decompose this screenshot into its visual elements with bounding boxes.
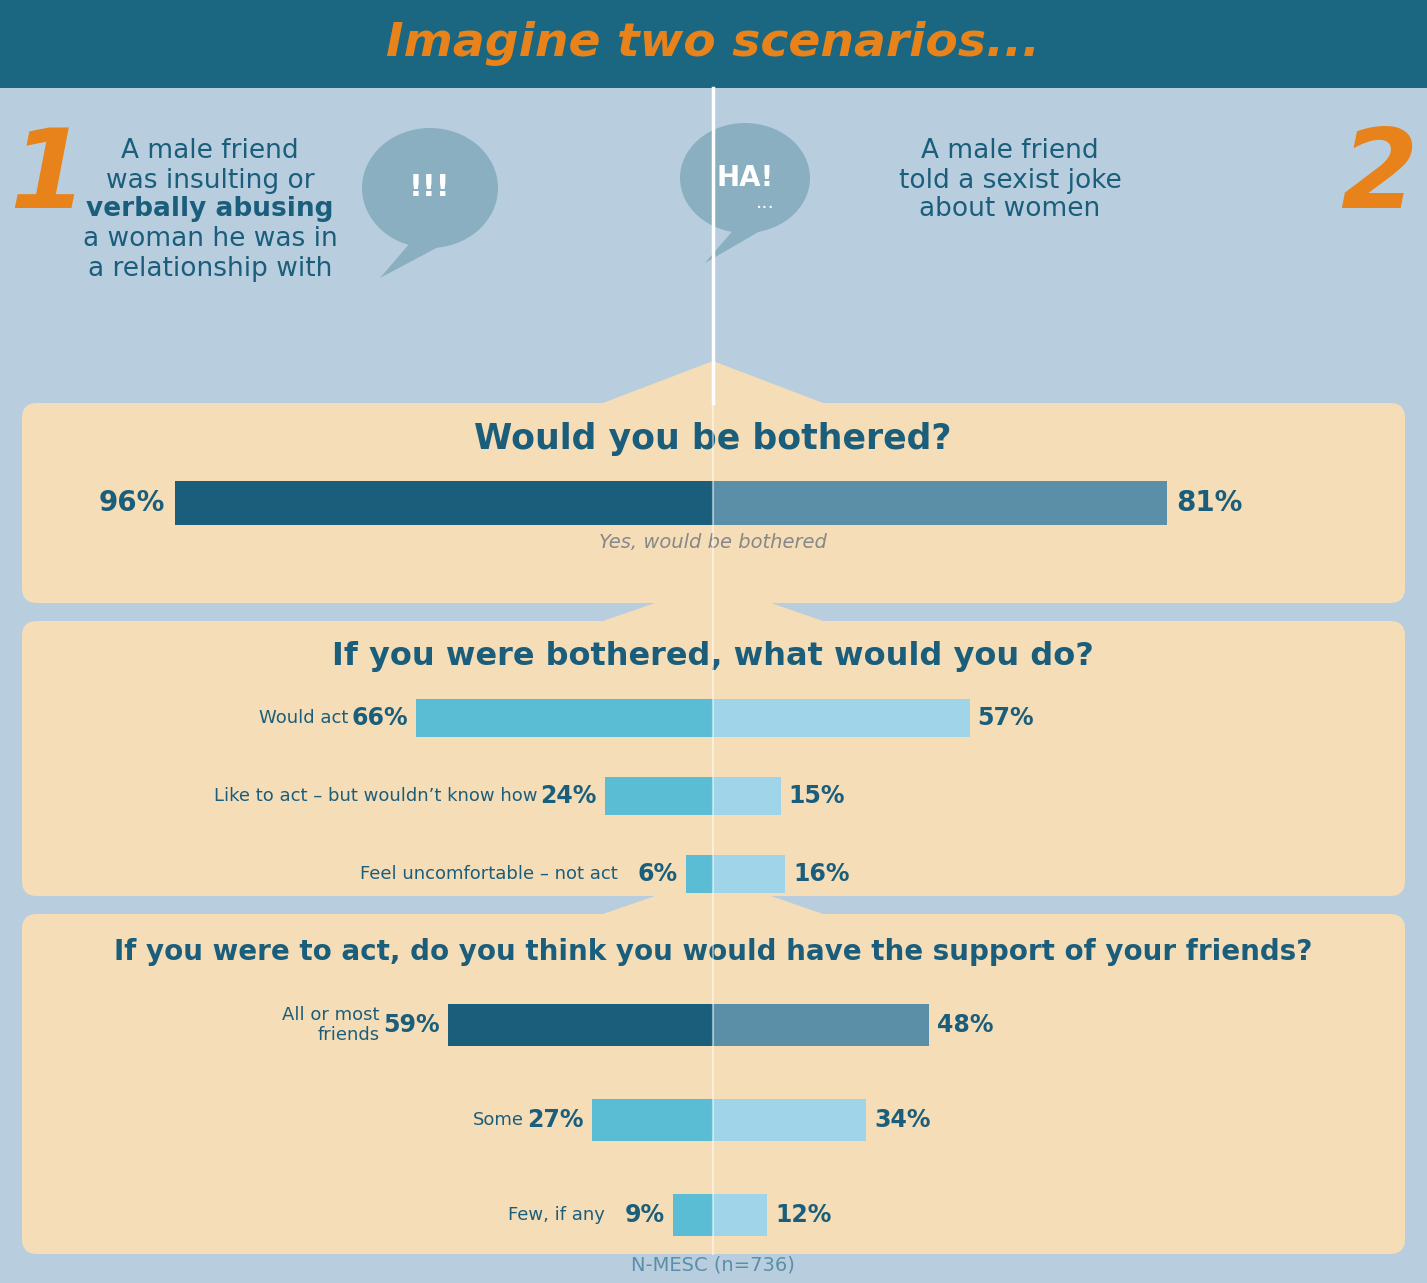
Bar xyxy=(176,481,714,525)
Text: Few, if any: Few, if any xyxy=(508,1206,605,1224)
Text: 66%: 66% xyxy=(351,706,408,730)
Text: 27%: 27% xyxy=(527,1109,584,1132)
Text: All or most
friends: All or most friends xyxy=(283,1006,380,1044)
Text: Some: Some xyxy=(472,1111,524,1129)
Polygon shape xyxy=(604,876,823,913)
Bar xyxy=(714,1194,766,1236)
Text: 9%: 9% xyxy=(625,1203,665,1227)
Text: Yes, would be bothered: Yes, would be bothered xyxy=(599,534,826,553)
Text: 6%: 6% xyxy=(638,862,678,887)
Text: about women: about women xyxy=(919,196,1100,222)
Text: 12%: 12% xyxy=(775,1203,832,1227)
Text: verbally abusing: verbally abusing xyxy=(86,196,334,222)
Text: A male friend: A male friend xyxy=(121,139,298,164)
Bar xyxy=(714,854,785,893)
Ellipse shape xyxy=(362,128,498,248)
Text: 81%: 81% xyxy=(1177,489,1243,517)
FancyBboxPatch shape xyxy=(21,403,1406,603)
Bar xyxy=(714,481,1167,525)
Bar xyxy=(448,1005,714,1046)
Text: 2: 2 xyxy=(1340,124,1417,231)
Text: HA!: HA! xyxy=(716,164,773,192)
Text: 1: 1 xyxy=(10,124,87,231)
Text: Imagine two scenarios...: Imagine two scenarios... xyxy=(385,22,1040,67)
Bar xyxy=(714,1100,866,1141)
Text: A male friend: A male friend xyxy=(922,139,1099,164)
Text: 96%: 96% xyxy=(98,489,166,517)
Text: Would act: Would act xyxy=(258,709,348,727)
Text: 16%: 16% xyxy=(793,862,849,887)
Text: 15%: 15% xyxy=(789,784,845,808)
Text: If you were bothered, what would you do?: If you were bothered, what would you do? xyxy=(332,642,1095,672)
Text: ...: ... xyxy=(756,194,775,213)
Bar xyxy=(0,89,1427,403)
Text: Like to act – but wouldn’t know how: Like to act – but wouldn’t know how xyxy=(214,786,537,804)
Bar xyxy=(592,1100,714,1141)
Bar xyxy=(714,777,781,815)
Text: N-MESC (n=736): N-MESC (n=736) xyxy=(631,1256,795,1274)
Bar xyxy=(714,699,969,736)
Bar xyxy=(714,1005,929,1046)
Bar xyxy=(0,0,1427,89)
Text: Would you be bothered?: Would you be bothered? xyxy=(474,422,952,455)
Polygon shape xyxy=(604,582,823,621)
Text: If you were to act, do you think you would have the support of your friends?: If you were to act, do you think you wou… xyxy=(114,938,1313,966)
FancyBboxPatch shape xyxy=(21,913,1406,1253)
Text: was insulting or: was insulting or xyxy=(106,168,314,194)
Text: 24%: 24% xyxy=(541,784,596,808)
Text: a relationship with: a relationship with xyxy=(88,257,332,282)
Bar xyxy=(417,699,714,736)
Polygon shape xyxy=(604,361,823,403)
Polygon shape xyxy=(380,242,440,278)
Text: a woman he was in: a woman he was in xyxy=(83,226,337,251)
Polygon shape xyxy=(705,228,761,263)
Bar xyxy=(672,1194,714,1236)
Ellipse shape xyxy=(681,123,811,234)
Text: !!!: !!! xyxy=(410,173,451,203)
FancyBboxPatch shape xyxy=(21,621,1406,896)
Text: told a sexist joke: told a sexist joke xyxy=(899,168,1122,194)
Text: 59%: 59% xyxy=(382,1014,440,1037)
Bar xyxy=(605,777,714,815)
Bar xyxy=(686,854,714,893)
Text: 34%: 34% xyxy=(873,1109,930,1132)
Text: 57%: 57% xyxy=(977,706,1035,730)
Text: 48%: 48% xyxy=(938,1014,993,1037)
Text: Feel uncomfortable – not act: Feel uncomfortable – not act xyxy=(360,865,618,883)
